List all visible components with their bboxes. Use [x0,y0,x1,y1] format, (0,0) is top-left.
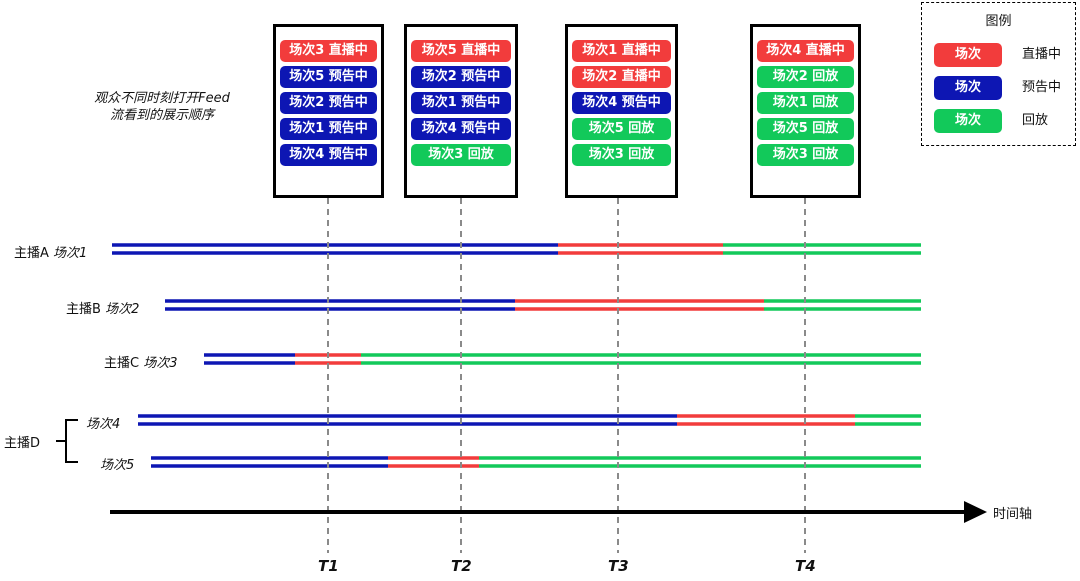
feed-item: 场次4 预告中 [411,118,511,140]
session-name: 场次2 [105,302,140,317]
feed-item: 场次1 回放 [757,92,854,114]
time-label-t4: T4 [795,557,816,575]
group-label-host-d: 主播D [4,436,41,451]
feed-caption: 观众不同时刻打开Feed 流看到的展示顺序 [62,90,262,124]
feed-caption-line2: 流看到的展示顺序 [109,108,214,123]
feed-snapshot-t3: 场次1 直播中 场次2 直播中 场次4 预告中 场次5 回放 场次3 回放 [565,24,678,198]
timeline-label: 主播C 场次3 [104,352,178,371]
time-label-t2: T2 [451,557,472,575]
session-name: 场次4 [86,417,121,432]
host-name: 主播A [14,246,54,261]
feed-item: 场次5 直播中 [411,40,511,62]
host-name: 主播C [104,356,144,371]
session-name: 场次1 [53,246,88,261]
feed-item: 场次5 回放 [572,118,671,140]
feed-item: 场次5 预告中 [280,66,377,88]
feed-item: 场次3 回放 [572,144,671,166]
feed-item: 场次4 预告中 [572,92,671,114]
group-brace [56,419,78,463]
legend-swatch-replay: 场次 [934,109,1002,133]
timeline-label: 主播B 场次2 [66,298,139,317]
feed-item: 场次3 直播中 [280,40,377,62]
session-name: 场次5 [100,458,135,473]
session-name: 场次3 [143,356,178,371]
feed-item: 场次4 预告中 [280,144,377,166]
feed-snapshot-t4: 场次4 直播中 场次2 回放 场次1 回放 场次5 回放 场次3 回放 [750,24,861,198]
feed-item: 场次1 预告中 [280,118,377,140]
time-axis-label: 时间轴 [993,507,1033,522]
feed-snapshot-t2: 场次5 直播中 场次2 预告中 场次1 预告中 场次4 预告中 场次3 回放 [404,24,518,198]
legend: 图例 场次 直播中 场次 预告中 场次 回放 [921,2,1076,146]
host-name: 主播B [66,302,106,317]
feed-caption-line1: 观众不同时刻打开Feed [94,91,230,106]
feed-item: 场次2 预告中 [411,66,511,88]
feed-item: 场次3 回放 [757,144,854,166]
legend-swatch-live: 场次 [934,43,1002,67]
timeline-label: 场次4 [86,413,120,432]
feed-snapshot-t1: 场次3 直播中 场次5 预告中 场次2 预告中 场次1 预告中 场次4 预告中 [273,24,384,198]
time-axis-arrowhead [964,501,987,523]
time-label-t1: T1 [318,557,339,575]
feed-item: 场次2 回放 [757,66,854,88]
feed-item: 场次1 直播中 [572,40,671,62]
legend-title: 图例 [985,14,1012,29]
feed-item: 场次5 回放 [757,118,854,140]
legend-label-replay: 回放 [1022,113,1049,128]
feed-item: 场次2 直播中 [572,66,671,88]
timeline-label: 场次5 [100,454,134,473]
feed-item: 场次2 预告中 [280,92,377,114]
legend-swatch-preview: 场次 [934,76,1002,100]
legend-label-live: 直播中 [1022,47,1062,62]
feed-item: 场次3 回放 [411,144,511,166]
timeline-label: 主播A 场次1 [14,242,87,261]
feed-item: 场次4 直播中 [757,40,854,62]
feed-item: 场次1 预告中 [411,92,511,114]
legend-label-preview: 预告中 [1022,80,1062,95]
time-label-t3: T3 [608,557,629,575]
